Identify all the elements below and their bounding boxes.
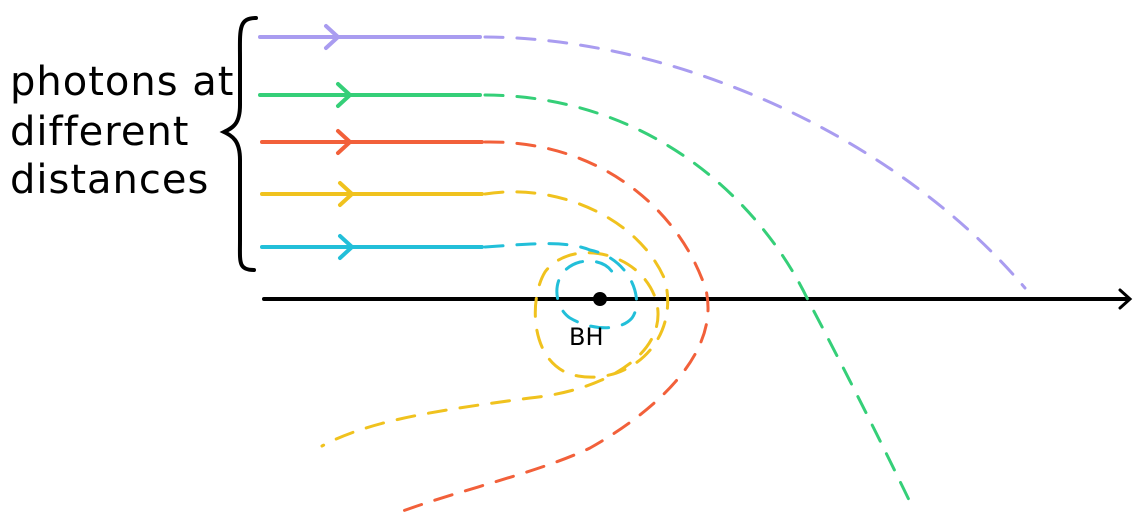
photon-green-arrowhead bbox=[336, 82, 352, 108]
photon-cyan-deflected-path bbox=[483, 242, 638, 330]
photon-yellow-arrowhead bbox=[338, 181, 354, 207]
black-hole-dot bbox=[593, 292, 607, 306]
photon-yellow bbox=[260, 181, 670, 448]
photon-violet bbox=[258, 24, 1027, 290]
photon-red bbox=[260, 129, 710, 514]
caption-line-1: photons at bbox=[10, 59, 234, 105]
photon-red-deflected-path bbox=[398, 140, 710, 514]
photon-green bbox=[258, 82, 912, 504]
photon-violet-arrowhead bbox=[324, 24, 340, 50]
photon-red-arrowhead bbox=[336, 129, 352, 155]
caption-line-3: distances bbox=[10, 157, 209, 203]
photon-green-deflected-path bbox=[483, 93, 912, 504]
photon-cyan-arrowhead bbox=[338, 234, 354, 260]
curly-brace bbox=[219, 16, 258, 272]
axis-arrowhead bbox=[1118, 288, 1133, 310]
caption-line-2: different bbox=[10, 109, 190, 155]
photon-violet-deflected-path bbox=[483, 35, 1027, 290]
black-hole-label: BH bbox=[569, 323, 604, 351]
photon-yellow-deflected-path bbox=[320, 190, 670, 448]
photon-cyan bbox=[260, 234, 638, 330]
